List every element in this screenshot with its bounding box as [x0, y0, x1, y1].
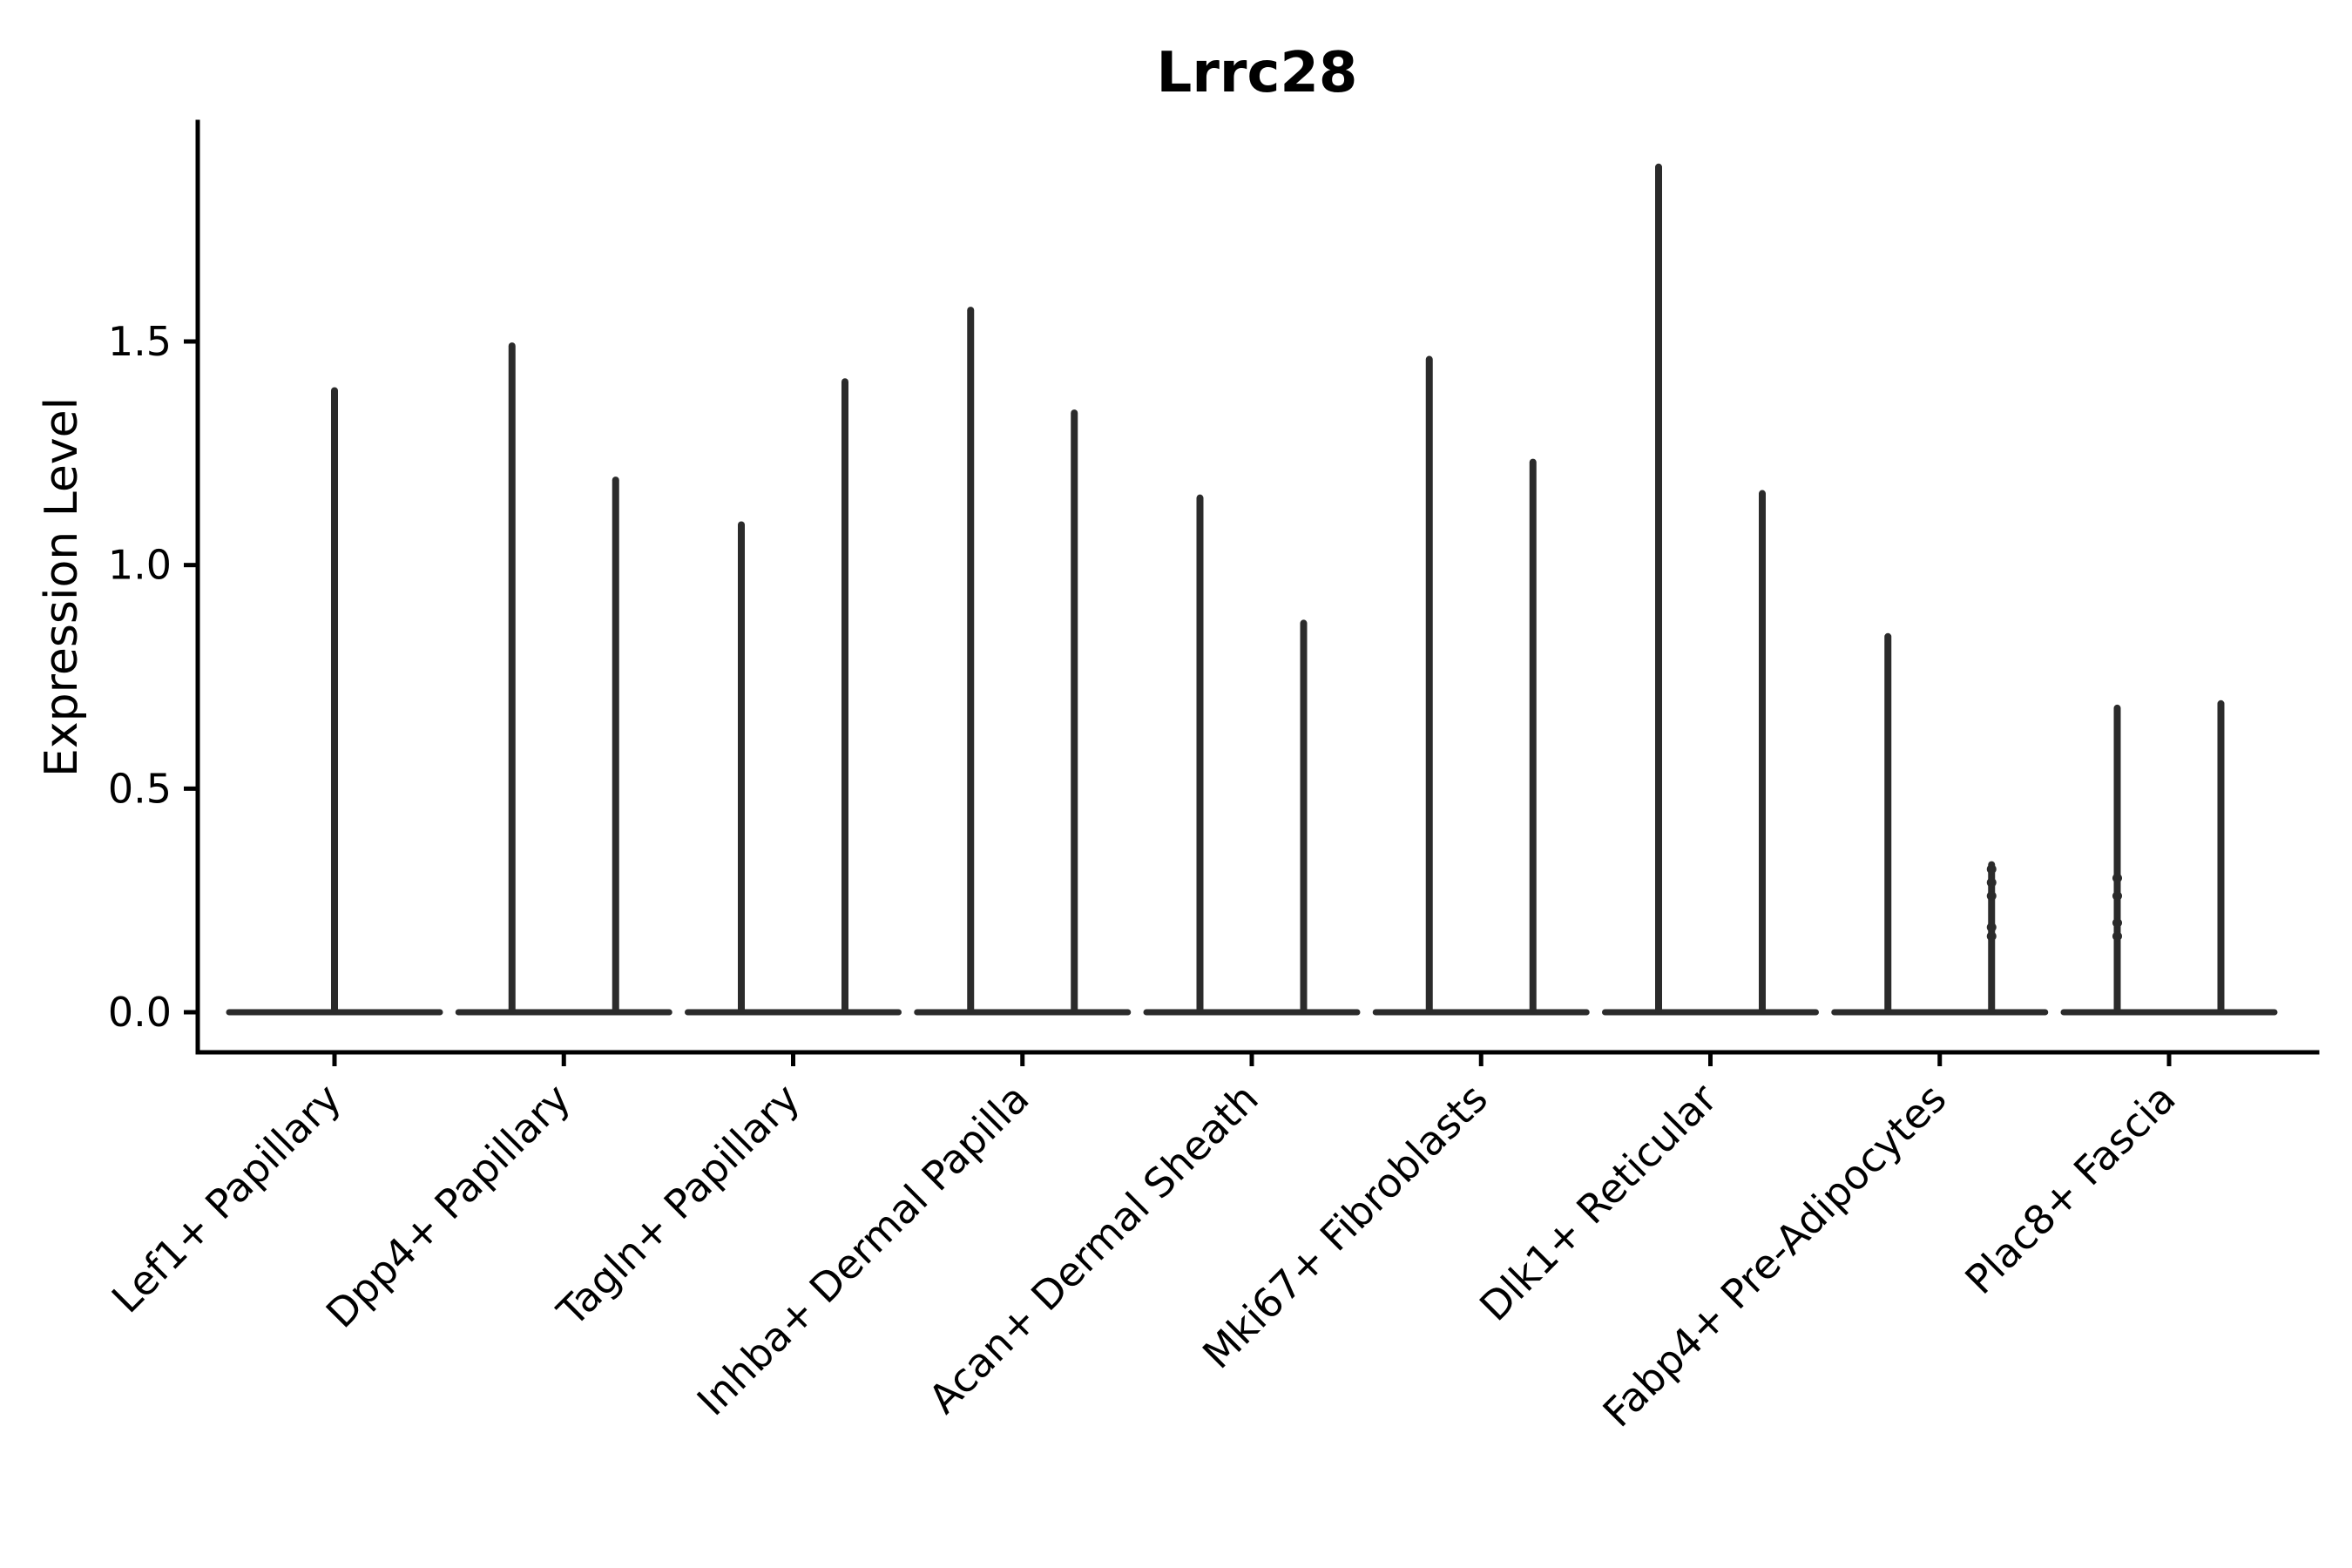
y-axis-ticks: 0.0 0.5 1.0 1.5 — [108, 318, 198, 1036]
jitter-dot — [2112, 891, 2122, 902]
x-tick-label: Dpp4+ Papillary — [317, 1075, 579, 1337]
x-tick-label: Dlk1+ Reticular — [1470, 1075, 1726, 1330]
y-axis-label: Expression Level — [36, 397, 88, 777]
x-tick-label: Tagln+ Papillary — [548, 1075, 809, 1336]
violin-group — [1372, 355, 1590, 1016]
x-tick-label: Lef1+ Papillary — [103, 1075, 350, 1322]
violin-group — [2060, 700, 2278, 1016]
y-tick-label: 1.0 — [108, 542, 172, 589]
x-tick-label: Plac8+ Fascia — [1956, 1075, 2184, 1303]
jitter-dot — [2112, 917, 2122, 928]
jitter-dot — [1986, 877, 1997, 888]
jitter-dot — [1986, 931, 1997, 942]
violin-group — [455, 342, 672, 1016]
violin-group — [1831, 632, 2049, 1016]
y-tick-label: 1.5 — [108, 318, 172, 365]
violin-group — [226, 387, 443, 1016]
violin-group — [914, 307, 1132, 1016]
chart-title: Lrrc28 — [1157, 41, 1358, 105]
violin-group — [685, 378, 902, 1016]
jitter-dot — [1986, 922, 1997, 932]
y-tick-label: 0.5 — [108, 765, 172, 812]
y-tick-label: 0.0 — [108, 989, 172, 1036]
jitter-dot — [2112, 873, 2122, 883]
violin-group — [1602, 163, 1819, 1016]
jitter-dot — [2112, 931, 2122, 942]
violin-group — [1143, 494, 1361, 1016]
jitter-dot — [1986, 891, 1997, 902]
jitter-dot — [1986, 864, 1997, 875]
violins — [226, 163, 2278, 1016]
